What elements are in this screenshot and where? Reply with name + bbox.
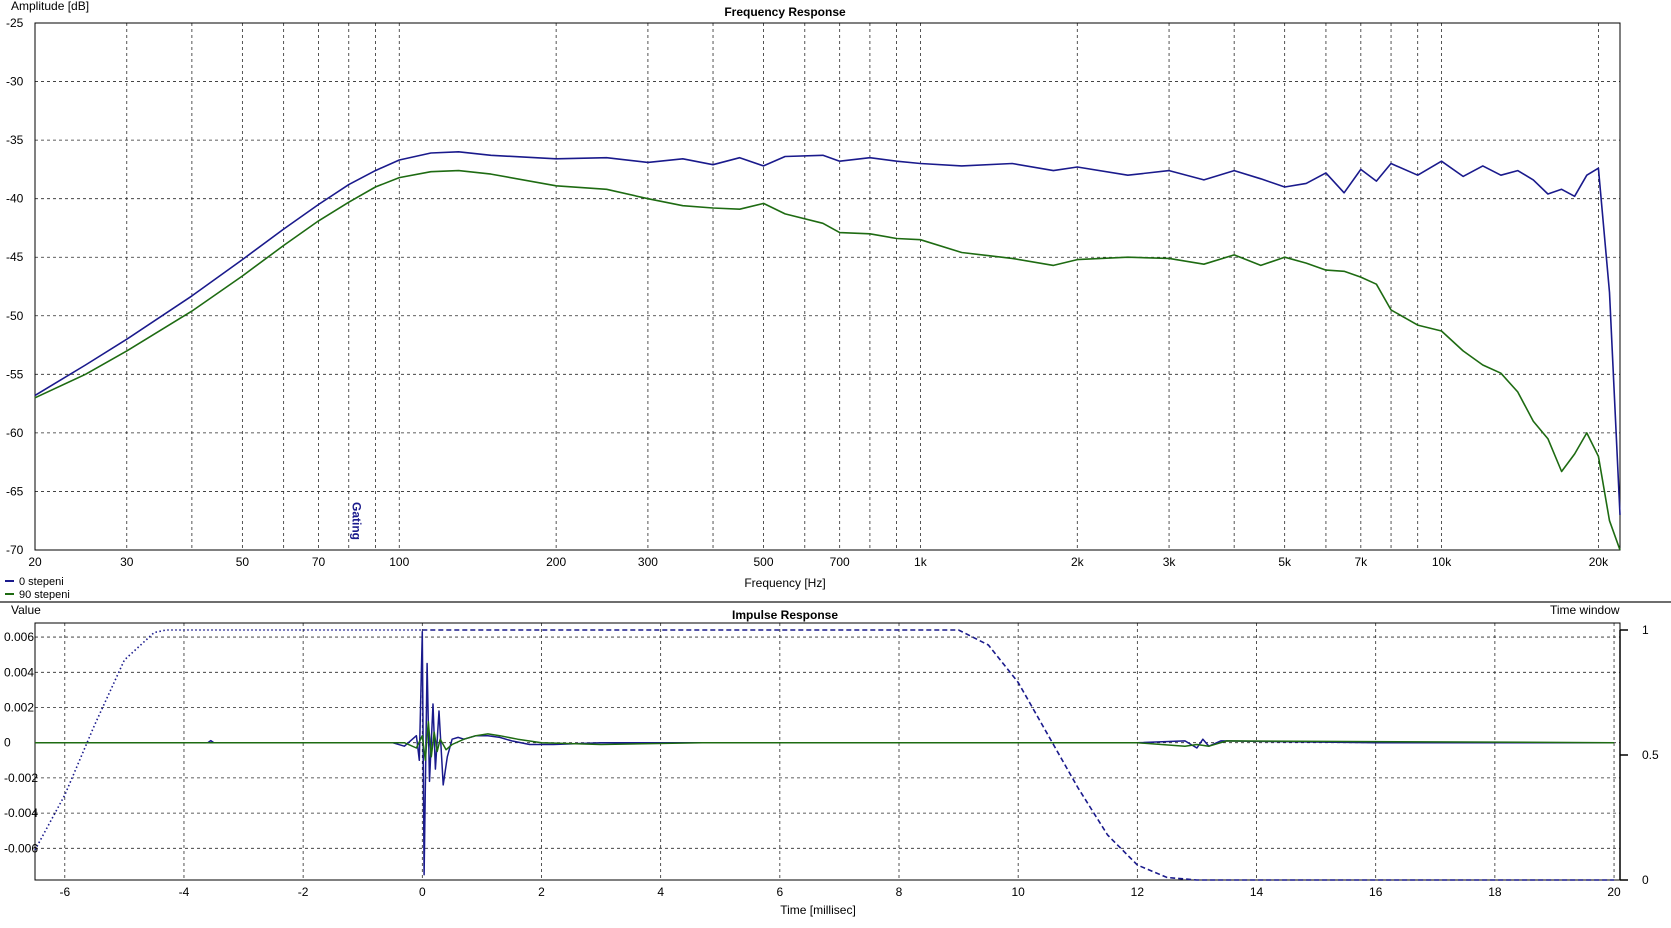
ir-x-tick-label: 20	[1607, 885, 1621, 899]
ir-series-0-stepeni	[35, 631, 1614, 876]
fr-x-tick-label: 100	[389, 555, 409, 569]
fr-x-tick-label: 700	[830, 555, 850, 569]
gating-marker-label: Gating	[349, 502, 363, 540]
ir-x-axis-label: Time [millisec]	[780, 903, 856, 917]
fr-x-tick-label: 3k	[1163, 555, 1177, 569]
ir-y-tick-label: 0.004	[4, 665, 34, 679]
fr-x-axis-label: Frequency [Hz]	[744, 576, 825, 590]
fr-y-tick-label: -55	[6, 367, 24, 381]
fr-y-tick-label: -30	[6, 75, 24, 89]
ir-x-tick-label: 10	[1011, 885, 1025, 899]
ir-x-tick-label: 2	[538, 885, 545, 899]
ir-y2-tick-label: 1	[1642, 623, 1649, 637]
fr-y-tick-label: -65	[6, 484, 24, 498]
fr-legend: 0 stepeni 90 stepeni	[5, 576, 70, 600]
fr-y-tick-label: -60	[6, 426, 24, 440]
fr-x-tick-label: 500	[754, 555, 774, 569]
ir-y-tick-label: -0.006	[4, 841, 38, 855]
ir-x-tick-label: 4	[657, 885, 664, 899]
ir-series-group	[34, 629, 1615, 881]
legend-label-0-stepeni: 0 stepeni	[19, 576, 64, 588]
fr-chart-title: Frequency Response	[724, 5, 846, 19]
ir-y-axis-label: Value	[11, 603, 41, 617]
fr-y-axis-label: Amplitude [dB]	[11, 0, 89, 13]
fr-x-tick-label: 200	[546, 555, 566, 569]
fr-y-tick-label: -40	[6, 192, 24, 206]
fr-y-tick-label: -50	[6, 309, 24, 323]
fr-x-tick-label: 20k	[1589, 555, 1609, 569]
impulse-response-chart: 0.006 0.004 0.002 0 -0.002 -0.004 -0.006 -6 -4 -2…	[0, 603, 1671, 928]
fr-series-90-stepeni	[34, 169, 1621, 551]
fr-x-tick-label: 7k	[1354, 555, 1368, 569]
fr-x-tick-label: 300	[638, 555, 658, 569]
panel-divider	[0, 601, 1671, 603]
ir-x-tick-label: 8	[896, 885, 903, 899]
ir-y2-tick-label: 0.5	[1642, 748, 1659, 762]
fr-y-tick-label: -35	[6, 133, 24, 147]
ir-x-tick-label: -6	[59, 885, 70, 899]
ir-x-tick-label: 14	[1250, 885, 1264, 899]
ir-x-tick-label: 12	[1131, 885, 1145, 899]
ir-y-tick-label: 0	[4, 736, 11, 750]
ir-y2-axis-label: Time window	[1550, 603, 1620, 617]
ir-tick-labels: 0.006 0.004 0.002 0 -0.002 -0.004 -0.006 -6 -4 -2…	[4, 623, 1659, 899]
ir-y2-tick-label: 0	[1642, 873, 1649, 887]
legend-label-90-stepeni: 90 stepeni	[19, 589, 70, 600]
fr-y-tick-label: -45	[6, 250, 24, 264]
ir-y-tick-label: 0.006	[4, 630, 34, 644]
ir-chart-title: Impulse Response	[732, 608, 838, 622]
fr-series-group	[34, 151, 1621, 551]
ir-x-tick-label: 0	[419, 885, 426, 899]
ir-x-tick-label: -2	[298, 885, 309, 899]
fr-x-tick-label: 5k	[1278, 555, 1292, 569]
ir-time-window-fall	[422, 629, 1614, 881]
fr-x-tick-label: 70	[312, 555, 326, 569]
ir-y-tick-label: -0.004	[4, 806, 38, 820]
fr-series-0-stepeni	[34, 151, 1621, 515]
ir-grid	[35, 623, 1620, 880]
fr-x-tick-label: 20	[28, 555, 42, 569]
fr-y-tick-label: -70	[6, 543, 24, 557]
fr-plot-frame	[34, 22, 1621, 551]
ir-series-90-stepeni	[35, 720, 1615, 762]
ir-y-tick-label: 0.002	[4, 700, 34, 714]
ir-x-tick-label: -4	[179, 885, 190, 899]
fr-x-tick-label: 2k	[1071, 555, 1085, 569]
ir-x-tick-label: 16	[1369, 885, 1383, 899]
frequency-response-chart: -25 -30 -35 -40 -45 -50 -55 -60 -65 -70 20 30 50 70 10…	[5, 0, 1621, 600]
fr-x-tick-label: 50	[236, 555, 250, 569]
fr-x-tick-label: 10k	[1432, 555, 1452, 569]
fr-x-tick-label: 30	[120, 555, 134, 569]
ir-y-tick-label: -0.002	[4, 771, 38, 785]
fr-tick-labels: -25 -30 -35 -40 -45 -50 -55 -60 -65 -70 20 30 50 70 10…	[6, 16, 1609, 569]
fr-y-tick-label: -25	[6, 16, 24, 30]
ir-x-tick-label: 18	[1488, 885, 1502, 899]
fr-x-tick-label: 1k	[914, 555, 928, 569]
ir-x-tick-label: 6	[776, 885, 783, 899]
